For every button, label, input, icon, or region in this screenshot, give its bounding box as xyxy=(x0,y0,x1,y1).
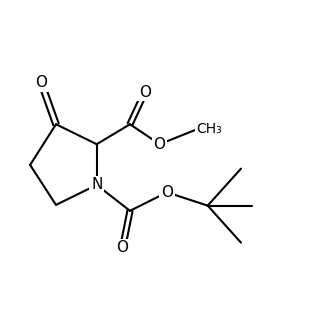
Text: O: O xyxy=(116,240,129,255)
Text: O: O xyxy=(139,85,151,100)
Text: O: O xyxy=(153,137,166,152)
Text: N: N xyxy=(91,178,102,192)
Text: CH₃: CH₃ xyxy=(197,122,222,136)
Text: O: O xyxy=(35,75,47,90)
Text: O: O xyxy=(161,185,173,200)
